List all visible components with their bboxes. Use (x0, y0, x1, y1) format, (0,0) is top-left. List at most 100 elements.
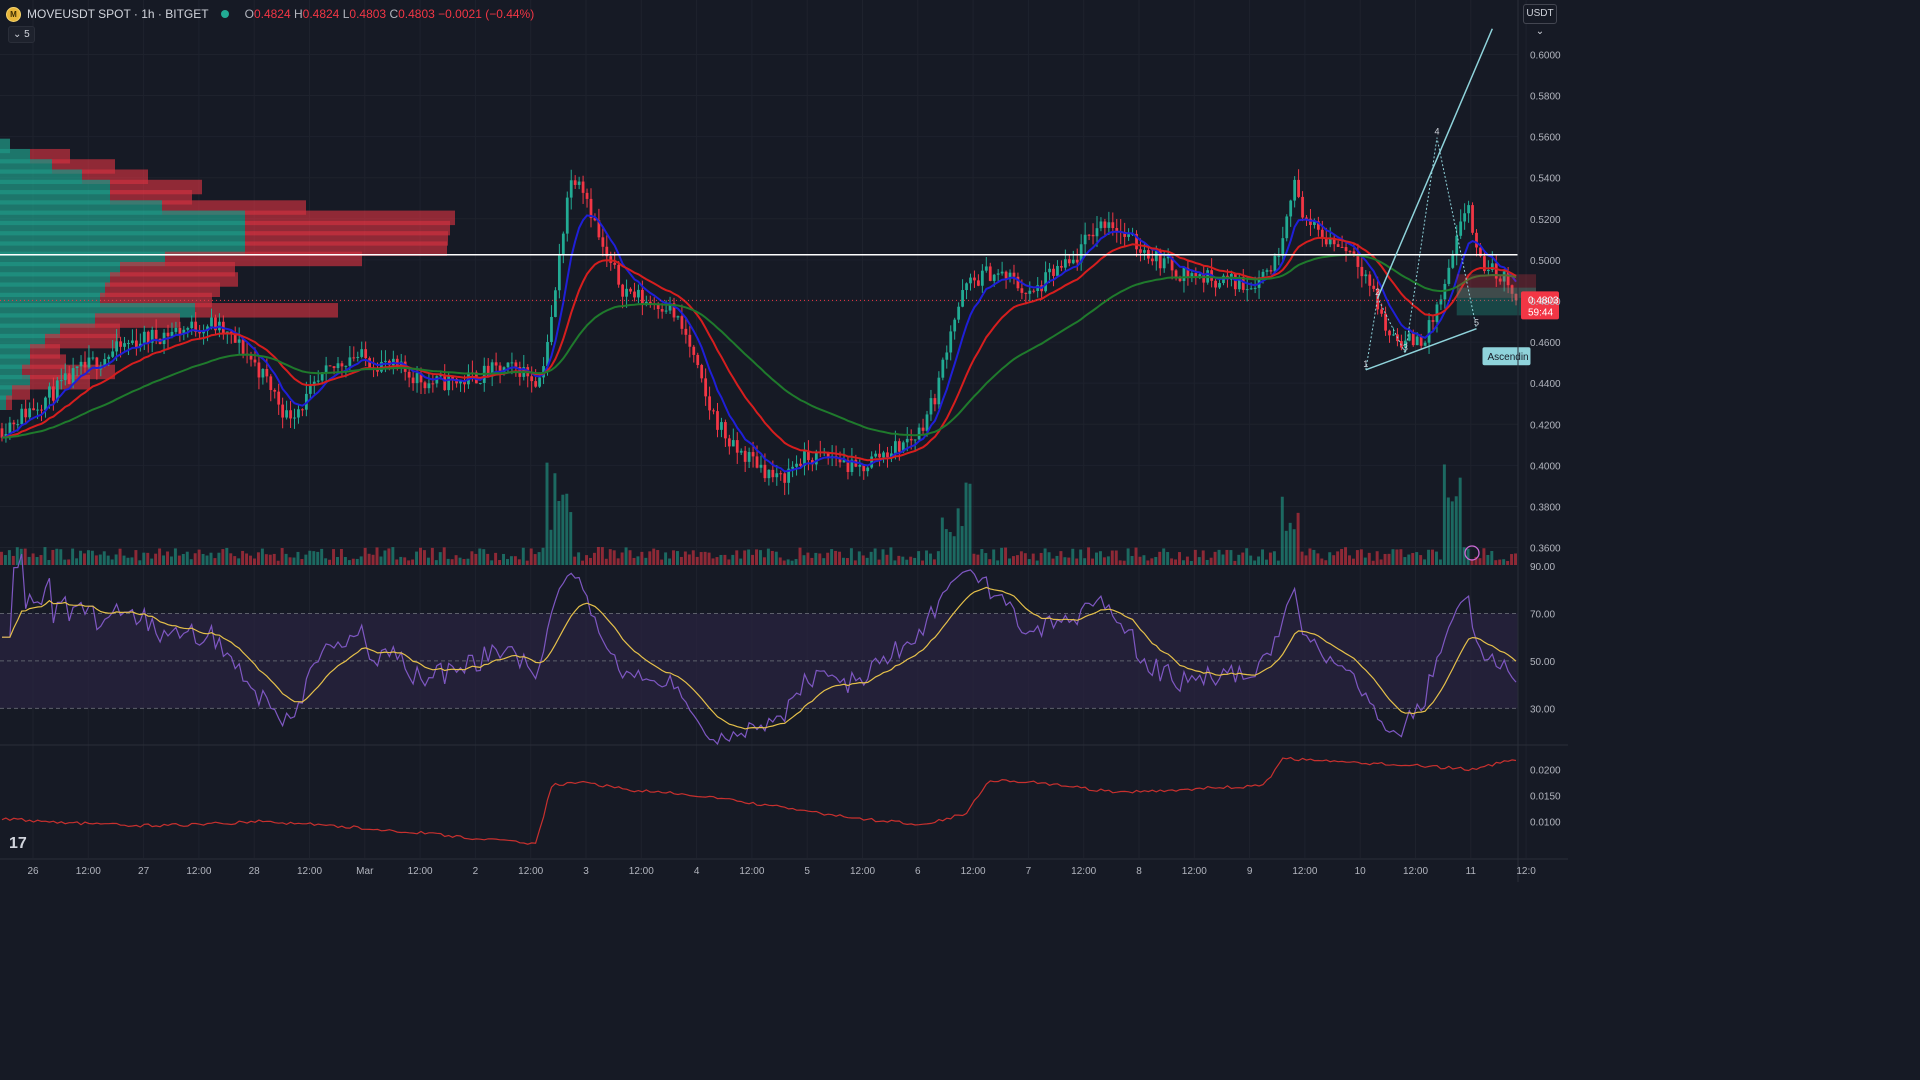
volume-bar (802, 555, 806, 565)
candle-body (32, 408, 35, 411)
volume-bar (1328, 552, 1332, 565)
volume-bar (217, 552, 221, 565)
price-chart[interactable]: 1 2 3 4 5 Ascendin 0.6000 0.5800 0.5600 0.5400 0.5… (0, 0, 1568, 882)
price-tick-label: 0.4400 (1530, 379, 1561, 390)
volume-bar (644, 557, 648, 565)
candle-body (443, 374, 447, 391)
volume-profile (0, 138, 455, 410)
candle-body (1178, 277, 1182, 282)
candle-body (1194, 273, 1198, 278)
indicators-toggle-button[interactable]: ⌄ 5 (8, 26, 35, 43)
rsi-tick-label: 50.00 (1530, 657, 1555, 668)
candle-body (826, 452, 830, 457)
candle-body (866, 467, 870, 472)
candle-body (44, 397, 47, 411)
currency-selector[interactable]: USDT ⌄ (1523, 4, 1557, 37)
volume-bar (11, 555, 15, 565)
atr-tick-label: 0.0150 (1530, 791, 1561, 802)
volume-bar (794, 559, 798, 565)
volume-bar (142, 552, 146, 565)
candle-body (1044, 272, 1047, 292)
symbol-title[interactable]: MOVEUSDT SPOT · 1h · BITGET (27, 7, 209, 21)
volume-bar (462, 559, 466, 565)
volume-bar (1257, 556, 1261, 565)
candle-body (376, 368, 379, 372)
candle-body (550, 316, 553, 342)
candle-body (1067, 259, 1071, 264)
volume-bar (1395, 549, 1399, 565)
volume-bar (1071, 548, 1075, 565)
time-tick-label: 12:00 (518, 866, 543, 877)
volume-bar (964, 482, 968, 565)
volume-bar (782, 560, 786, 565)
volume-bar (557, 501, 561, 565)
volume-bar (189, 559, 193, 565)
volume-bar (1217, 549, 1221, 565)
candle-body (486, 365, 490, 377)
volume-bar (1055, 555, 1059, 565)
volume-bar (928, 553, 932, 565)
change-value: −0.0021 (−0.44%) (438, 7, 535, 21)
volume-bar (1106, 556, 1110, 565)
volume-bar (375, 547, 379, 565)
volume-bar (1213, 551, 1217, 565)
volume-bar (1296, 512, 1300, 565)
candle-body (293, 417, 296, 419)
volume-bar (549, 529, 553, 565)
price-tick-label: 0.5000 (1530, 256, 1561, 267)
volume-bar (707, 552, 711, 565)
time-tick-label: 10 (1355, 866, 1367, 877)
volume-bar (1332, 555, 1336, 565)
candle-body (79, 361, 83, 367)
volume-bar (992, 549, 996, 565)
volume-bar (818, 553, 822, 565)
candle-body (755, 456, 759, 468)
volume-bar (150, 558, 154, 565)
candle-body (1490, 263, 1494, 270)
volume-bar (288, 557, 292, 565)
volume-bar (79, 550, 83, 565)
volume-bar (1118, 560, 1122, 565)
volume-bar (699, 552, 703, 565)
candle-body (1305, 217, 1308, 219)
candle-body (668, 303, 672, 311)
volume-bar (913, 557, 917, 565)
candle-body (28, 408, 32, 418)
candle-body (1060, 265, 1063, 268)
volume-bar (1008, 558, 1011, 565)
candle-body (1135, 233, 1138, 250)
tradingview-logo[interactable]: 17 (9, 835, 27, 852)
candle-body (1056, 265, 1059, 276)
candle-body (332, 366, 336, 369)
volume-bar (249, 555, 252, 565)
candle-body (1139, 249, 1142, 253)
candle-body (759, 464, 763, 468)
candle-body (344, 365, 348, 367)
candle-body (1095, 228, 1099, 237)
candle-body (51, 386, 55, 401)
volume-bar (513, 556, 517, 565)
volume-bar (664, 552, 668, 565)
volume-bar (925, 550, 928, 565)
candle-body (838, 458, 842, 463)
volume-bar (407, 560, 411, 565)
candle-body (360, 349, 364, 357)
candle-body (415, 373, 419, 384)
candle-body (1281, 238, 1285, 256)
candle-body (589, 198, 593, 219)
candle-body (498, 365, 502, 373)
candle-body (356, 356, 360, 358)
volume-bar (996, 560, 1000, 565)
countdown-label: 59:44 (1528, 307, 1553, 318)
candle-body (1024, 292, 1028, 294)
volume-bar (1320, 558, 1324, 565)
candle-body (510, 362, 514, 364)
volume-bar (1241, 552, 1245, 565)
price-tick-label: 0.4200 (1530, 420, 1561, 431)
candle-body (348, 357, 352, 366)
time-tick-label: 12:00 (629, 866, 654, 877)
candle-body (1150, 258, 1154, 262)
volume-bar (241, 550, 245, 565)
volume-bar (509, 556, 513, 565)
candle-body (704, 378, 708, 397)
